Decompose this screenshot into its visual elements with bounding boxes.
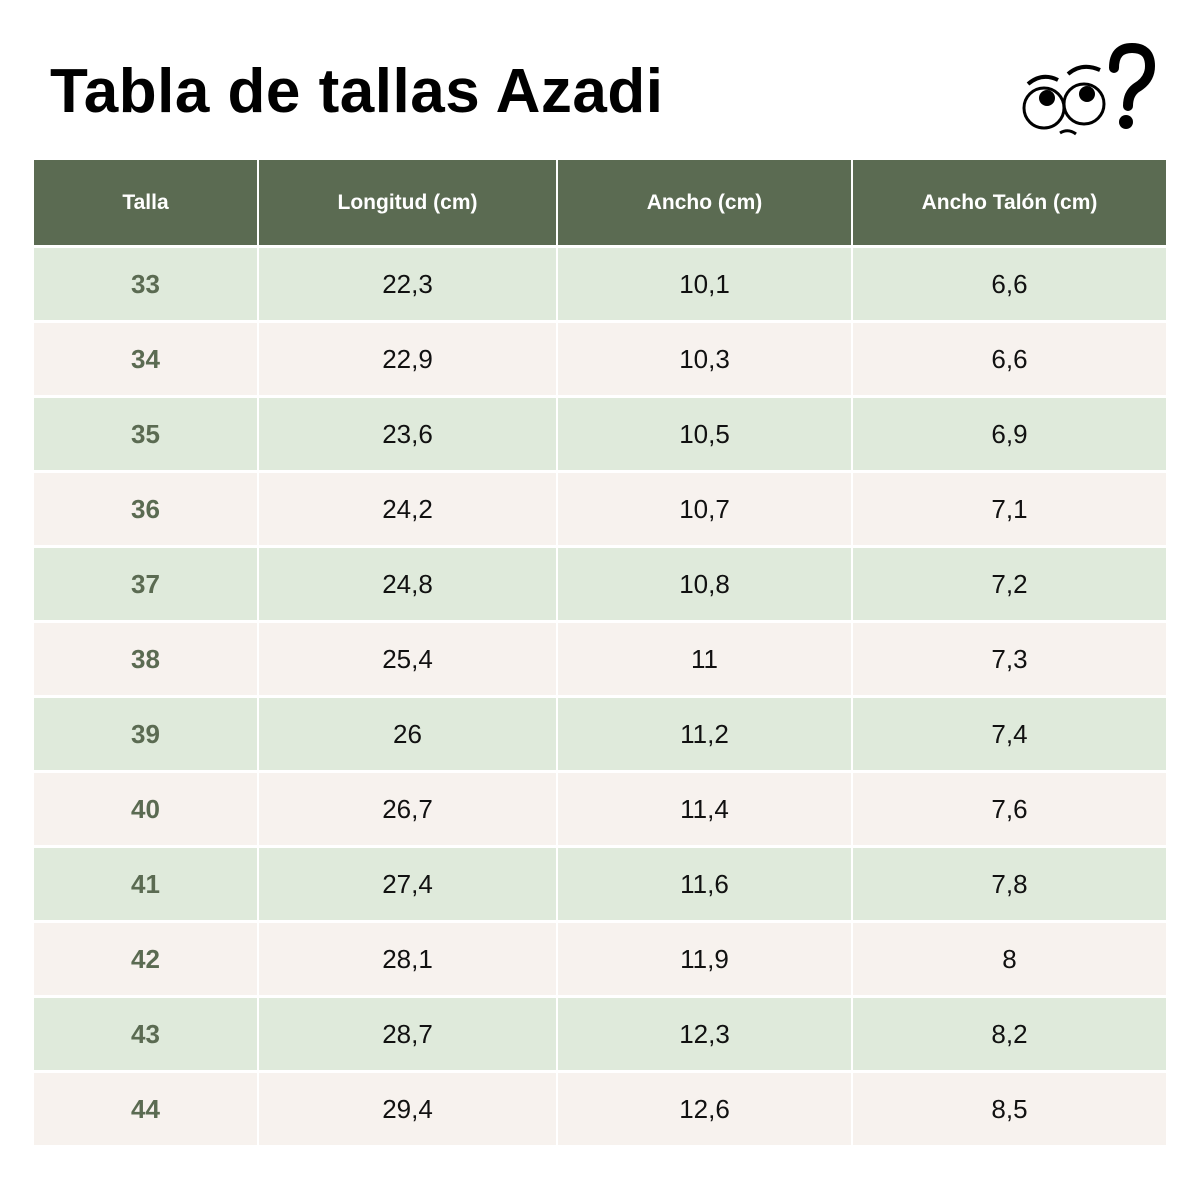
width-cell: 10,5 (558, 398, 851, 470)
heel-width-cell: 8,5 (853, 1073, 1166, 1145)
length-cell: 25,4 (259, 623, 556, 695)
heel-width-cell: 7,2 (853, 548, 1166, 620)
header-ancho-talon: Ancho Talón (cm) (853, 160, 1166, 245)
width-cell: 10,7 (558, 473, 851, 545)
length-cell: 26,7 (259, 773, 556, 845)
width-cell: 11,9 (558, 923, 851, 995)
size-cell: 36 (34, 473, 257, 545)
heel-width-cell: 6,6 (853, 248, 1166, 320)
width-cell: 11,4 (558, 773, 851, 845)
size-cell: 39 (34, 698, 257, 770)
size-cell: 44 (34, 1073, 257, 1145)
heel-width-cell: 7,3 (853, 623, 1166, 695)
length-cell: 23,6 (259, 398, 556, 470)
length-cell: 24,8 (259, 548, 556, 620)
width-cell: 10,8 (558, 548, 851, 620)
length-cell: 24,2 (259, 473, 556, 545)
length-cell: 28,7 (259, 998, 556, 1070)
size-cell: 34 (34, 323, 257, 395)
header-longitud: Longitud (cm) (259, 160, 556, 245)
size-cell: 38 (34, 623, 257, 695)
size-cell: 35 (34, 398, 257, 470)
width-cell: 10,1 (558, 248, 851, 320)
header-talla: Talla (34, 160, 257, 245)
heel-width-cell: 7,6 (853, 773, 1166, 845)
size-cell: 42 (34, 923, 257, 995)
heel-width-cell: 7,8 (853, 848, 1166, 920)
width-cell: 11,6 (558, 848, 851, 920)
size-cell: 37 (34, 548, 257, 620)
size-cell: 33 (34, 248, 257, 320)
length-cell: 27,4 (259, 848, 556, 920)
size-cell: 40 (34, 773, 257, 845)
heel-width-cell: 8 (853, 923, 1166, 995)
heel-width-cell: 7,4 (853, 698, 1166, 770)
heel-width-cell: 7,1 (853, 473, 1166, 545)
length-cell: 29,4 (259, 1073, 556, 1145)
size-table: Talla Longitud (cm) Ancho (cm) Ancho Tal… (34, 160, 1166, 1145)
size-cell: 43 (34, 998, 257, 1070)
length-cell: 28,1 (259, 923, 556, 995)
heel-width-cell: 6,6 (853, 323, 1166, 395)
size-cell: 41 (34, 848, 257, 920)
heel-width-cell: 8,2 (853, 998, 1166, 1070)
width-cell: 11,2 (558, 698, 851, 770)
length-cell: 26 (259, 698, 556, 770)
length-cell: 22,9 (259, 323, 556, 395)
header-ancho: Ancho (cm) (558, 160, 851, 245)
heel-width-cell: 6,9 (853, 398, 1166, 470)
width-cell: 10,3 (558, 323, 851, 395)
length-cell: 22,3 (259, 248, 556, 320)
width-cell: 12,6 (558, 1073, 851, 1145)
width-cell: 12,3 (558, 998, 851, 1070)
page-title: Tabla de tallas Azadi (50, 57, 664, 126)
width-cell: 11 (558, 623, 851, 695)
confused-eyes-question-icon (1022, 42, 1156, 136)
